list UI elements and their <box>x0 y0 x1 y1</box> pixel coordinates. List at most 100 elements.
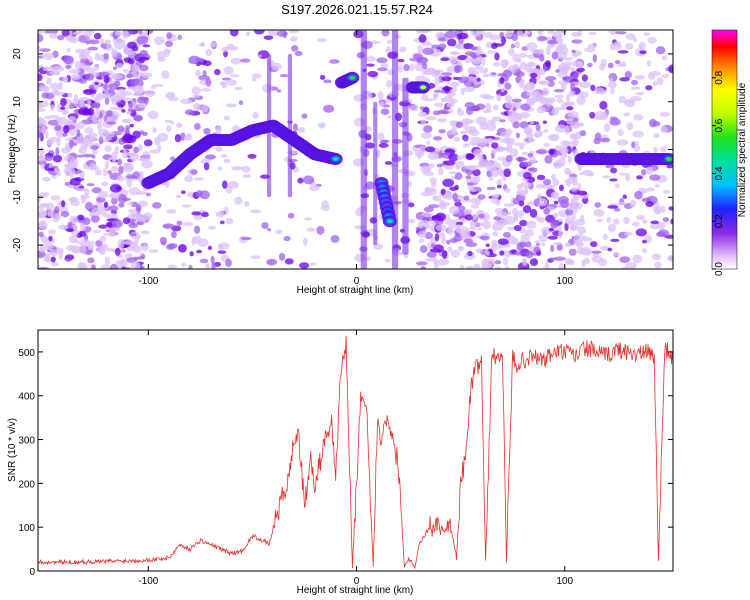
spectrogram-noise-blob <box>550 184 556 190</box>
spectrogram-noise-blob <box>123 133 133 141</box>
spectrogram-noise-blob <box>86 183 95 187</box>
spectrogram-noise-blob <box>469 188 478 192</box>
spectrogram-noise-blob <box>459 217 467 224</box>
spectrogram-noise-blob <box>180 190 186 195</box>
spectrogram-noise-blob <box>292 123 298 132</box>
spectrogram-noise-blob <box>631 141 636 149</box>
spectrogram-noise-blob <box>470 197 478 204</box>
spectrogram-noise-blob <box>473 148 484 157</box>
spectrogram-noise-blob <box>624 70 632 79</box>
spectrogram-features <box>141 71 673 228</box>
spectrogram-noise-blob <box>321 200 330 209</box>
spectrogram-noise-blob <box>220 154 227 158</box>
spectrogram-noise-blob <box>567 111 580 118</box>
spectrogram-noise-blob <box>607 223 617 233</box>
spectrogram-noise-blob <box>471 213 478 220</box>
spectrogram-noise-blob <box>229 30 239 37</box>
spectrogram-noise-blob <box>535 124 541 132</box>
spectrogram-noise-blob <box>50 195 61 201</box>
spectrogram-noise-blob <box>41 125 47 135</box>
spectrogram-noise-blob <box>476 77 481 82</box>
spectrogram-noise-blob <box>58 224 69 230</box>
spectrogram-noise-blob <box>365 55 377 62</box>
spectrogram-noise-blob <box>38 55 43 59</box>
spectrogram-noise-blob <box>166 125 172 133</box>
spectrogram-noise-blob <box>193 122 201 131</box>
spectrogram-noise-blob <box>507 226 515 231</box>
spectrogram-noise-blob <box>522 205 532 214</box>
spectrogram-noise-blob <box>653 133 660 139</box>
spectrogram-noise-blob <box>113 40 126 50</box>
spectrogram-noise-blob <box>577 226 586 235</box>
spectrogram-noise-blob <box>217 166 223 171</box>
spectrogram-noise-blob <box>132 245 142 254</box>
spectrogram-noise-blob <box>407 202 415 208</box>
spectrogram-noise-blob <box>109 106 121 110</box>
spectrogram-noise-blob <box>122 30 130 39</box>
spectrogram-noise-blob <box>228 45 239 51</box>
spectrogram-noise-blob <box>323 79 332 84</box>
spectrogram-noise-blob <box>61 200 66 208</box>
spectrogram-noise-blob <box>210 255 215 264</box>
spectrogram-noise-blob <box>194 57 204 63</box>
spectrogram-noise-blob <box>610 167 618 174</box>
spectrogram-noise-blob <box>85 73 95 81</box>
spectrogram-noise-blob <box>301 113 308 119</box>
spectrogram-noise-blob <box>457 195 465 199</box>
spectrogram-noise-blob <box>629 199 636 208</box>
spectrogram-noise-blob <box>657 229 670 237</box>
spectrogram-noise-blob <box>52 50 59 58</box>
spectrogram-noise-blob <box>104 39 111 45</box>
spectrogram-noise-blob <box>124 50 130 54</box>
spectrogram-noise-blob <box>62 76 69 83</box>
spectrogram-noise-blob <box>521 151 529 155</box>
spectrogram-noise-blob <box>630 95 642 102</box>
spectrogram-noise-blob <box>192 94 200 98</box>
spectrogram-noise-blob <box>147 30 154 34</box>
spectrogram-noise-blob <box>463 86 476 93</box>
spectrogram-noise-blob <box>570 31 582 37</box>
spectrogram-noise-blob <box>407 218 416 224</box>
spectrogram-noise-blob <box>566 118 574 125</box>
spectrogram-noise-blob <box>652 80 658 87</box>
spectrogram-noise-blob <box>539 53 545 62</box>
spectrogram-noise-blob <box>492 231 498 237</box>
spectrogram-noise-blob <box>123 240 136 246</box>
spectrogram-noise-blob <box>520 233 530 243</box>
spectrogram-noise-blob <box>550 133 560 142</box>
spectrogram-noise-blob <box>186 133 192 138</box>
spectrogram-noise-blob <box>70 199 80 207</box>
spectrogram-xlabel: Height of straight line (km) <box>297 285 414 296</box>
spectrogram-streak <box>360 30 367 269</box>
spectrogram-noise-blob <box>519 145 525 150</box>
spectrogram-noise-blob <box>590 241 598 248</box>
spectrogram-noise-blob <box>52 91 65 96</box>
spectrogram-noise-blob <box>518 79 525 89</box>
spectrogram-noise-blob <box>77 214 85 221</box>
spectrogram-noise-blob <box>207 245 213 251</box>
spectrogram-noise-blob <box>552 242 562 246</box>
spectrogram-noise-blob <box>545 60 551 68</box>
spectrogram-noise-blob <box>319 74 326 80</box>
spectrogram-noise-blob <box>135 204 142 213</box>
spectrogram-noise-blob <box>493 193 500 198</box>
spectrogram-noise-blob <box>435 212 447 222</box>
spectrogram-noise-blob <box>441 250 448 259</box>
snr-ytick-label: 200 <box>18 479 35 490</box>
spectrogram-noise-blob <box>106 43 111 50</box>
spectrogram-noise-blob <box>579 81 592 89</box>
spectrogram-noise-blob <box>504 95 513 103</box>
spectrogram-noise-blob <box>566 106 574 111</box>
spectrogram-noise-blob <box>452 86 457 93</box>
spectrogram-noise-blob <box>516 30 524 37</box>
spectrogram-noise-blob <box>536 174 546 181</box>
spectrogram-noise-blob <box>514 251 523 256</box>
colorbar-tick-label: 0.6 <box>714 118 725 132</box>
spectrogram-noise-blob <box>499 77 505 84</box>
spectrogram-noise-blob <box>561 82 567 91</box>
spectrogram-noise-blob <box>93 64 100 71</box>
colorbar-label: Normalized spectral amplitude <box>737 82 748 217</box>
spectrogram-noise-blob <box>47 119 60 126</box>
spectrogram-noise-blob <box>242 174 252 178</box>
